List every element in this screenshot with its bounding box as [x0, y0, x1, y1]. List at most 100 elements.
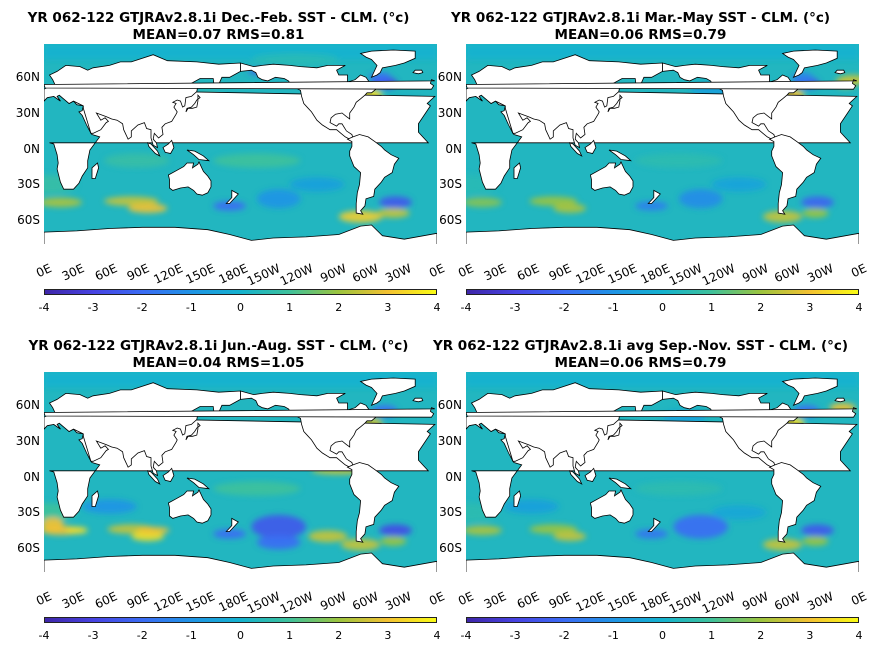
- land-mass: [569, 470, 583, 485]
- land-mass: [225, 517, 239, 532]
- land-mass: [466, 407, 857, 418]
- anomaly-blob: [678, 189, 723, 209]
- land-mass: [466, 79, 857, 90]
- colorbar-tick-label: -2: [558, 301, 570, 314]
- land-mass: [513, 490, 522, 507]
- lat-tick-label: 30N: [15, 434, 40, 449]
- anomaly-blob: [308, 530, 348, 543]
- anomaly-blob: [504, 499, 559, 514]
- lon-tick-label: 30E: [481, 589, 509, 612]
- lon-tick-label: 0E: [848, 589, 869, 609]
- anomaly-blob: [213, 153, 301, 168]
- lon-tick-label: 120E: [572, 261, 607, 287]
- land-mass: [569, 142, 583, 157]
- lon-tick-label: 60W: [772, 589, 803, 614]
- land-mass: [359, 377, 416, 407]
- arctic-band: [44, 44, 437, 60]
- anomaly-blob: [131, 531, 165, 542]
- colorbar: [44, 289, 437, 295]
- anomaly-blob: [251, 53, 339, 66]
- colorbar-tick-label: -3: [509, 301, 521, 314]
- lat-tick-label: 60S: [17, 213, 40, 228]
- lon-tick-label: 180E: [216, 589, 250, 615]
- lat-tick-label: 60N: [437, 70, 462, 85]
- lat-tick-label: 30N: [437, 106, 462, 121]
- lon-tick-label: 90E: [125, 589, 152, 612]
- anomaly-blob: [136, 526, 170, 534]
- land-mass: [359, 49, 416, 79]
- anomaly-blob: [376, 208, 410, 218]
- land-mass: [44, 54, 241, 149]
- anomaly-blob: [635, 201, 668, 211]
- map-panel-djf: YR 062-122 GTJRAv2.8.1i Dec.-Feb. SST - …: [0, 0, 447, 328]
- lat-tick-label: 60S: [439, 541, 462, 556]
- lon-tick-label: 90W: [317, 261, 349, 286]
- colorbar-tick-label: 2: [757, 301, 765, 314]
- anomaly-blob: [466, 197, 503, 208]
- lon-tick-label: 0E: [455, 589, 476, 609]
- lat-tick-label: 30S: [17, 505, 40, 520]
- land-mass: [781, 49, 838, 79]
- map-panel-son: YR 062-122 GTJRAv2.8.1i avg Sep.-Nov. SS…: [422, 328, 869, 656]
- land-mass: [186, 149, 211, 162]
- lon-tick-label: 90W: [739, 261, 771, 286]
- land-mass: [167, 160, 212, 196]
- colorbar-tick-label: -3: [509, 629, 521, 642]
- lat-tick-label: 60N: [15, 398, 40, 413]
- anomaly-blob: [104, 196, 159, 206]
- colorbar-tick-label: 1: [708, 301, 716, 314]
- map-panel-mam: YR 062-122 GTJRAv2.8.1i Mar.-May SST - C…: [422, 0, 869, 328]
- lon-tick-label: 60W: [772, 261, 803, 286]
- lon-tick-label: 120W: [700, 589, 738, 617]
- lon-tick-label: 90E: [125, 261, 152, 284]
- lon-tick-label: 30W: [805, 261, 836, 286]
- anomaly-blob: [256, 189, 301, 209]
- land-mass: [647, 517, 661, 532]
- colorbar-tick-label: 3: [806, 301, 814, 314]
- lat-tick-label: 30S: [439, 505, 462, 520]
- colorbar-tick-label: 2: [757, 629, 765, 642]
- anomaly-blob: [44, 517, 64, 532]
- lon-tick-label: 120W: [700, 261, 738, 289]
- colorbar-tick-label: 0: [237, 301, 244, 314]
- lon-tick-label: 30E: [481, 261, 509, 284]
- anomaly-blob: [802, 536, 829, 546]
- sst-anomaly-map: [466, 44, 859, 244]
- lon-tick-label: 30W: [805, 589, 836, 614]
- anomaly-blob: [379, 524, 412, 537]
- colorbar-tick-label: -4: [38, 629, 50, 642]
- lat-tick-label: 30S: [439, 177, 462, 192]
- lon-tick-label: 150E: [605, 589, 640, 615]
- land-mass: [346, 462, 400, 543]
- panel-title: YR 062-122 GTJRAv2.8.1i avg Sep.-Nov. SS…: [432, 338, 849, 354]
- land-mass: [147, 142, 161, 157]
- colorbar-tick-label: 0: [237, 629, 244, 642]
- land-mass: [44, 79, 435, 90]
- land-mass: [412, 397, 424, 403]
- colorbar-tick-label: 4: [855, 301, 863, 314]
- anomaly-blob: [104, 153, 170, 168]
- anomaly-blob: [213, 481, 301, 496]
- lon-tick-label: 60E: [514, 261, 541, 284]
- land-mass: [44, 224, 437, 244]
- anomaly-blob: [380, 536, 407, 546]
- lat-tick-label: 30N: [15, 106, 40, 121]
- panel-stats: MEAN=0.04 RMS=1.05: [132, 355, 305, 371]
- lon-tick-label: 60E: [92, 589, 119, 612]
- colorbar-tick-label: -4: [460, 629, 472, 642]
- colorbar-tick-label: 3: [806, 629, 814, 642]
- land-mass: [147, 470, 161, 485]
- anomaly-blob: [466, 525, 503, 536]
- lat-tick-label: 0N: [445, 141, 462, 156]
- colorbar: [466, 289, 859, 295]
- land-mass: [185, 422, 201, 441]
- lon-tick-label: 60E: [92, 261, 119, 284]
- land-mass: [466, 552, 859, 572]
- land-mass: [466, 382, 663, 477]
- land-mass: [768, 462, 822, 543]
- lon-tick-label: 180E: [216, 261, 250, 287]
- land-mass: [466, 54, 663, 149]
- lon-tick-label: 120E: [572, 589, 607, 615]
- anomaly-blob: [635, 481, 723, 496]
- anomaly-blob: [529, 524, 578, 534]
